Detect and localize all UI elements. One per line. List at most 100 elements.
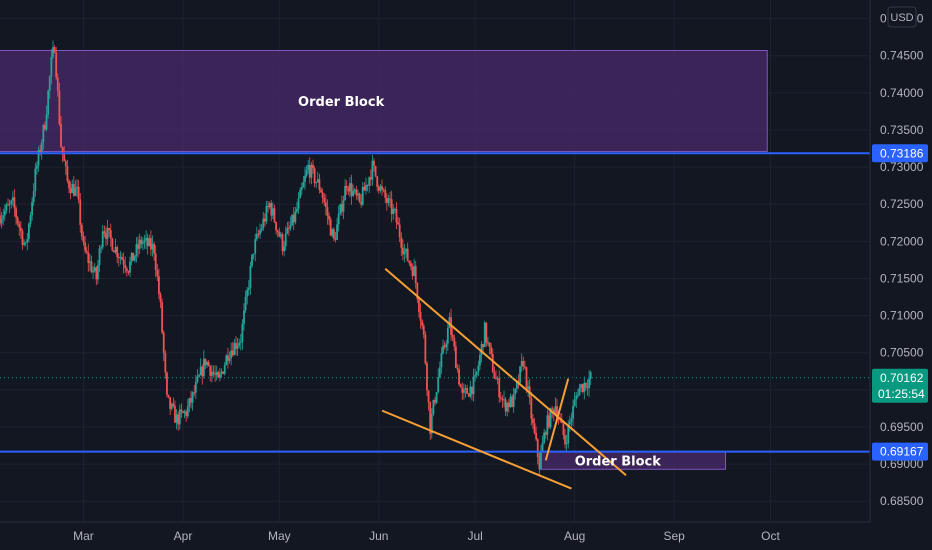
- time-axis-bg: [0, 522, 932, 550]
- candle-body: [326, 206, 329, 216]
- candle-body: [47, 90, 50, 115]
- candle-body: [201, 366, 204, 377]
- candle-body: [114, 247, 117, 253]
- candle-body: [50, 56, 53, 77]
- price-tick-label: 0.69500: [880, 420, 924, 434]
- candle-body: [405, 248, 408, 252]
- candle-body: [536, 439, 539, 457]
- candle-body: [53, 47, 56, 53]
- candle-body: [95, 267, 98, 280]
- candle-body: [580, 384, 582, 388]
- candle-body: [523, 366, 526, 368]
- candle-body: [331, 229, 334, 236]
- candle-body: [164, 353, 167, 373]
- candle-body: [509, 396, 512, 408]
- candle-body: [151, 243, 154, 250]
- candle-body: [11, 197, 14, 201]
- candle-body: [491, 354, 494, 373]
- candle-body: [31, 201, 34, 216]
- candle-body: [427, 390, 430, 403]
- candle-body: [496, 378, 499, 380]
- candle-body: [583, 382, 586, 392]
- candle-body: [133, 255, 136, 261]
- candle-body: [141, 242, 144, 244]
- price-tick-label: 0.71000: [880, 309, 924, 323]
- candle-body: [219, 373, 221, 378]
- candle-body: [424, 334, 427, 364]
- time-tick-label: Sep: [663, 529, 685, 543]
- candle-body: [296, 208, 298, 212]
- candle-body: [403, 251, 406, 255]
- candle-body: [334, 238, 337, 240]
- candle-body: [143, 240, 146, 243]
- candle-body: [235, 342, 237, 349]
- candle-body: [406, 248, 409, 261]
- candle-body: [416, 283, 419, 300]
- candle-body: [158, 276, 160, 295]
- candle-body: [276, 230, 279, 232]
- candle-body: [119, 256, 122, 258]
- candle-body: [37, 149, 40, 166]
- candle-body: [499, 397, 502, 399]
- candle-body: [90, 261, 93, 273]
- candle-body: [210, 371, 213, 376]
- candle-body: [105, 233, 107, 239]
- candle-body: [527, 386, 529, 390]
- candle-body: [71, 183, 74, 193]
- candle-body: [124, 264, 127, 269]
- candle-body: [551, 408, 554, 410]
- candle-body: [530, 397, 533, 419]
- candle-body: [79, 199, 82, 226]
- candle-body: [320, 189, 322, 193]
- candle-body: [302, 182, 305, 188]
- candle-body: [589, 372, 592, 379]
- candle-body: [490, 347, 493, 355]
- candle-body: [344, 185, 347, 201]
- candle-body: [390, 199, 393, 215]
- candle-body: [411, 266, 414, 276]
- currency-button[interactable]: USD: [887, 6, 917, 28]
- candle-body: [421, 320, 424, 326]
- candle-body: [584, 382, 587, 388]
- candle-body: [286, 227, 289, 234]
- candle-body: [324, 202, 327, 207]
- price-tick-label: 0.72500: [880, 197, 924, 211]
- candle-body: [271, 208, 274, 216]
- price-tick-label: 0.74000: [880, 86, 924, 100]
- candle-body: [304, 175, 306, 183]
- time-axis[interactable]: Mar Apr May Jun Jul Aug Sep Oct: [0, 521, 932, 550]
- candle-body: [462, 389, 465, 393]
- candle-body: [21, 231, 24, 245]
- candle-body: [194, 381, 197, 393]
- candle-body: [34, 168, 37, 192]
- candle-body: [244, 296, 247, 311]
- candle-body: [515, 381, 518, 389]
- candle-body: [341, 204, 343, 212]
- candle-body: [63, 154, 66, 162]
- candle-body: [170, 403, 173, 409]
- candle-body: [493, 372, 496, 379]
- candle-body: [66, 166, 69, 181]
- candle-body: [414, 266, 417, 284]
- candle-body: [557, 418, 560, 420]
- candle-body: [485, 322, 488, 343]
- candle-body: [292, 214, 295, 223]
- price-axis[interactable]: 0.750000.745000.740000.735000.730000.725…: [869, 0, 932, 550]
- price-tick-label: 0.73500: [880, 123, 924, 137]
- price-tick-label: 0.68500: [880, 494, 924, 508]
- candle-body: [84, 242, 86, 251]
- candle-body: [161, 302, 164, 333]
- candle-body: [233, 342, 236, 356]
- candle-body: [190, 398, 192, 403]
- candle-body: [186, 406, 189, 417]
- countdown-text: 01:25:54: [878, 387, 925, 401]
- candle-body: [294, 211, 297, 223]
- candle-body: [217, 372, 220, 378]
- candle-body: [339, 204, 342, 214]
- candle-body: [281, 234, 284, 252]
- candle-body: [384, 189, 387, 198]
- candle-body: [426, 363, 428, 391]
- candle-body: [191, 392, 194, 403]
- candle-body: [182, 411, 184, 413]
